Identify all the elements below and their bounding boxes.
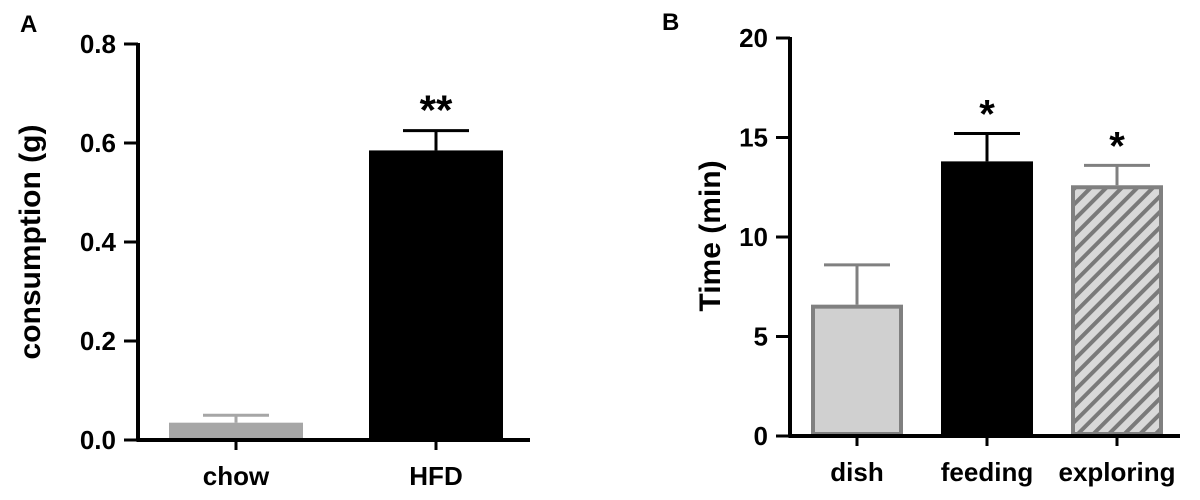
panel-b-significance-feeding: * [979, 93, 995, 137]
panel-a: A consumption (g) ** chow HFD 0.0 0.2 0.4 0.6… [14, 11, 530, 491]
panel-a-y-tick-label: 0.6 [80, 128, 116, 158]
panel-b-y-tick-label: 15 [739, 123, 768, 153]
panel-b-x-tick-label: exploring [1058, 457, 1175, 487]
panel-a-y-tick-label: 0.0 [80, 425, 116, 455]
panel-b-label: B [662, 9, 679, 36]
panel-b-bar-feeding [941, 161, 1033, 436]
panel-b: B Time (min) * * dish feeding exploring 0 5 10… [662, 9, 1180, 487]
panel-b-significance-exploring: * [1109, 124, 1125, 168]
panel-b-y-tick-label: 5 [754, 322, 768, 352]
panel-b-y-tick-label: 20 [739, 23, 768, 53]
panel-b-bar-dish [811, 304, 903, 436]
panel-a-significance-HFD: ** [420, 87, 453, 134]
panel-a-label: A [20, 11, 37, 38]
panel-b-y-tick-label: 0 [754, 421, 768, 451]
panel-b-y-axis-label: Time (min) [694, 160, 727, 311]
panel-a-bar-chow [169, 422, 303, 440]
panel-b-y-tick-label: 10 [739, 222, 768, 252]
panel-a-y-tick-label: 0.4 [80, 227, 117, 257]
panel-b-bar-exploring [1071, 185, 1163, 436]
panel-a-bar-HFD [369, 150, 503, 441]
panel-a-y-tick-label: 0.2 [80, 326, 116, 356]
panel-b-x-tick-label: dish [830, 457, 883, 487]
panel-a-y-tick-label: 0.8 [80, 29, 116, 59]
panel-a-y-axis-label: consumption (g) [14, 125, 47, 360]
panel-b-x-tick-label: feeding [941, 457, 1033, 487]
panel-a-x-tick-label: chow [203, 461, 270, 491]
panel-a-x-tick-label: HFD [409, 461, 462, 491]
